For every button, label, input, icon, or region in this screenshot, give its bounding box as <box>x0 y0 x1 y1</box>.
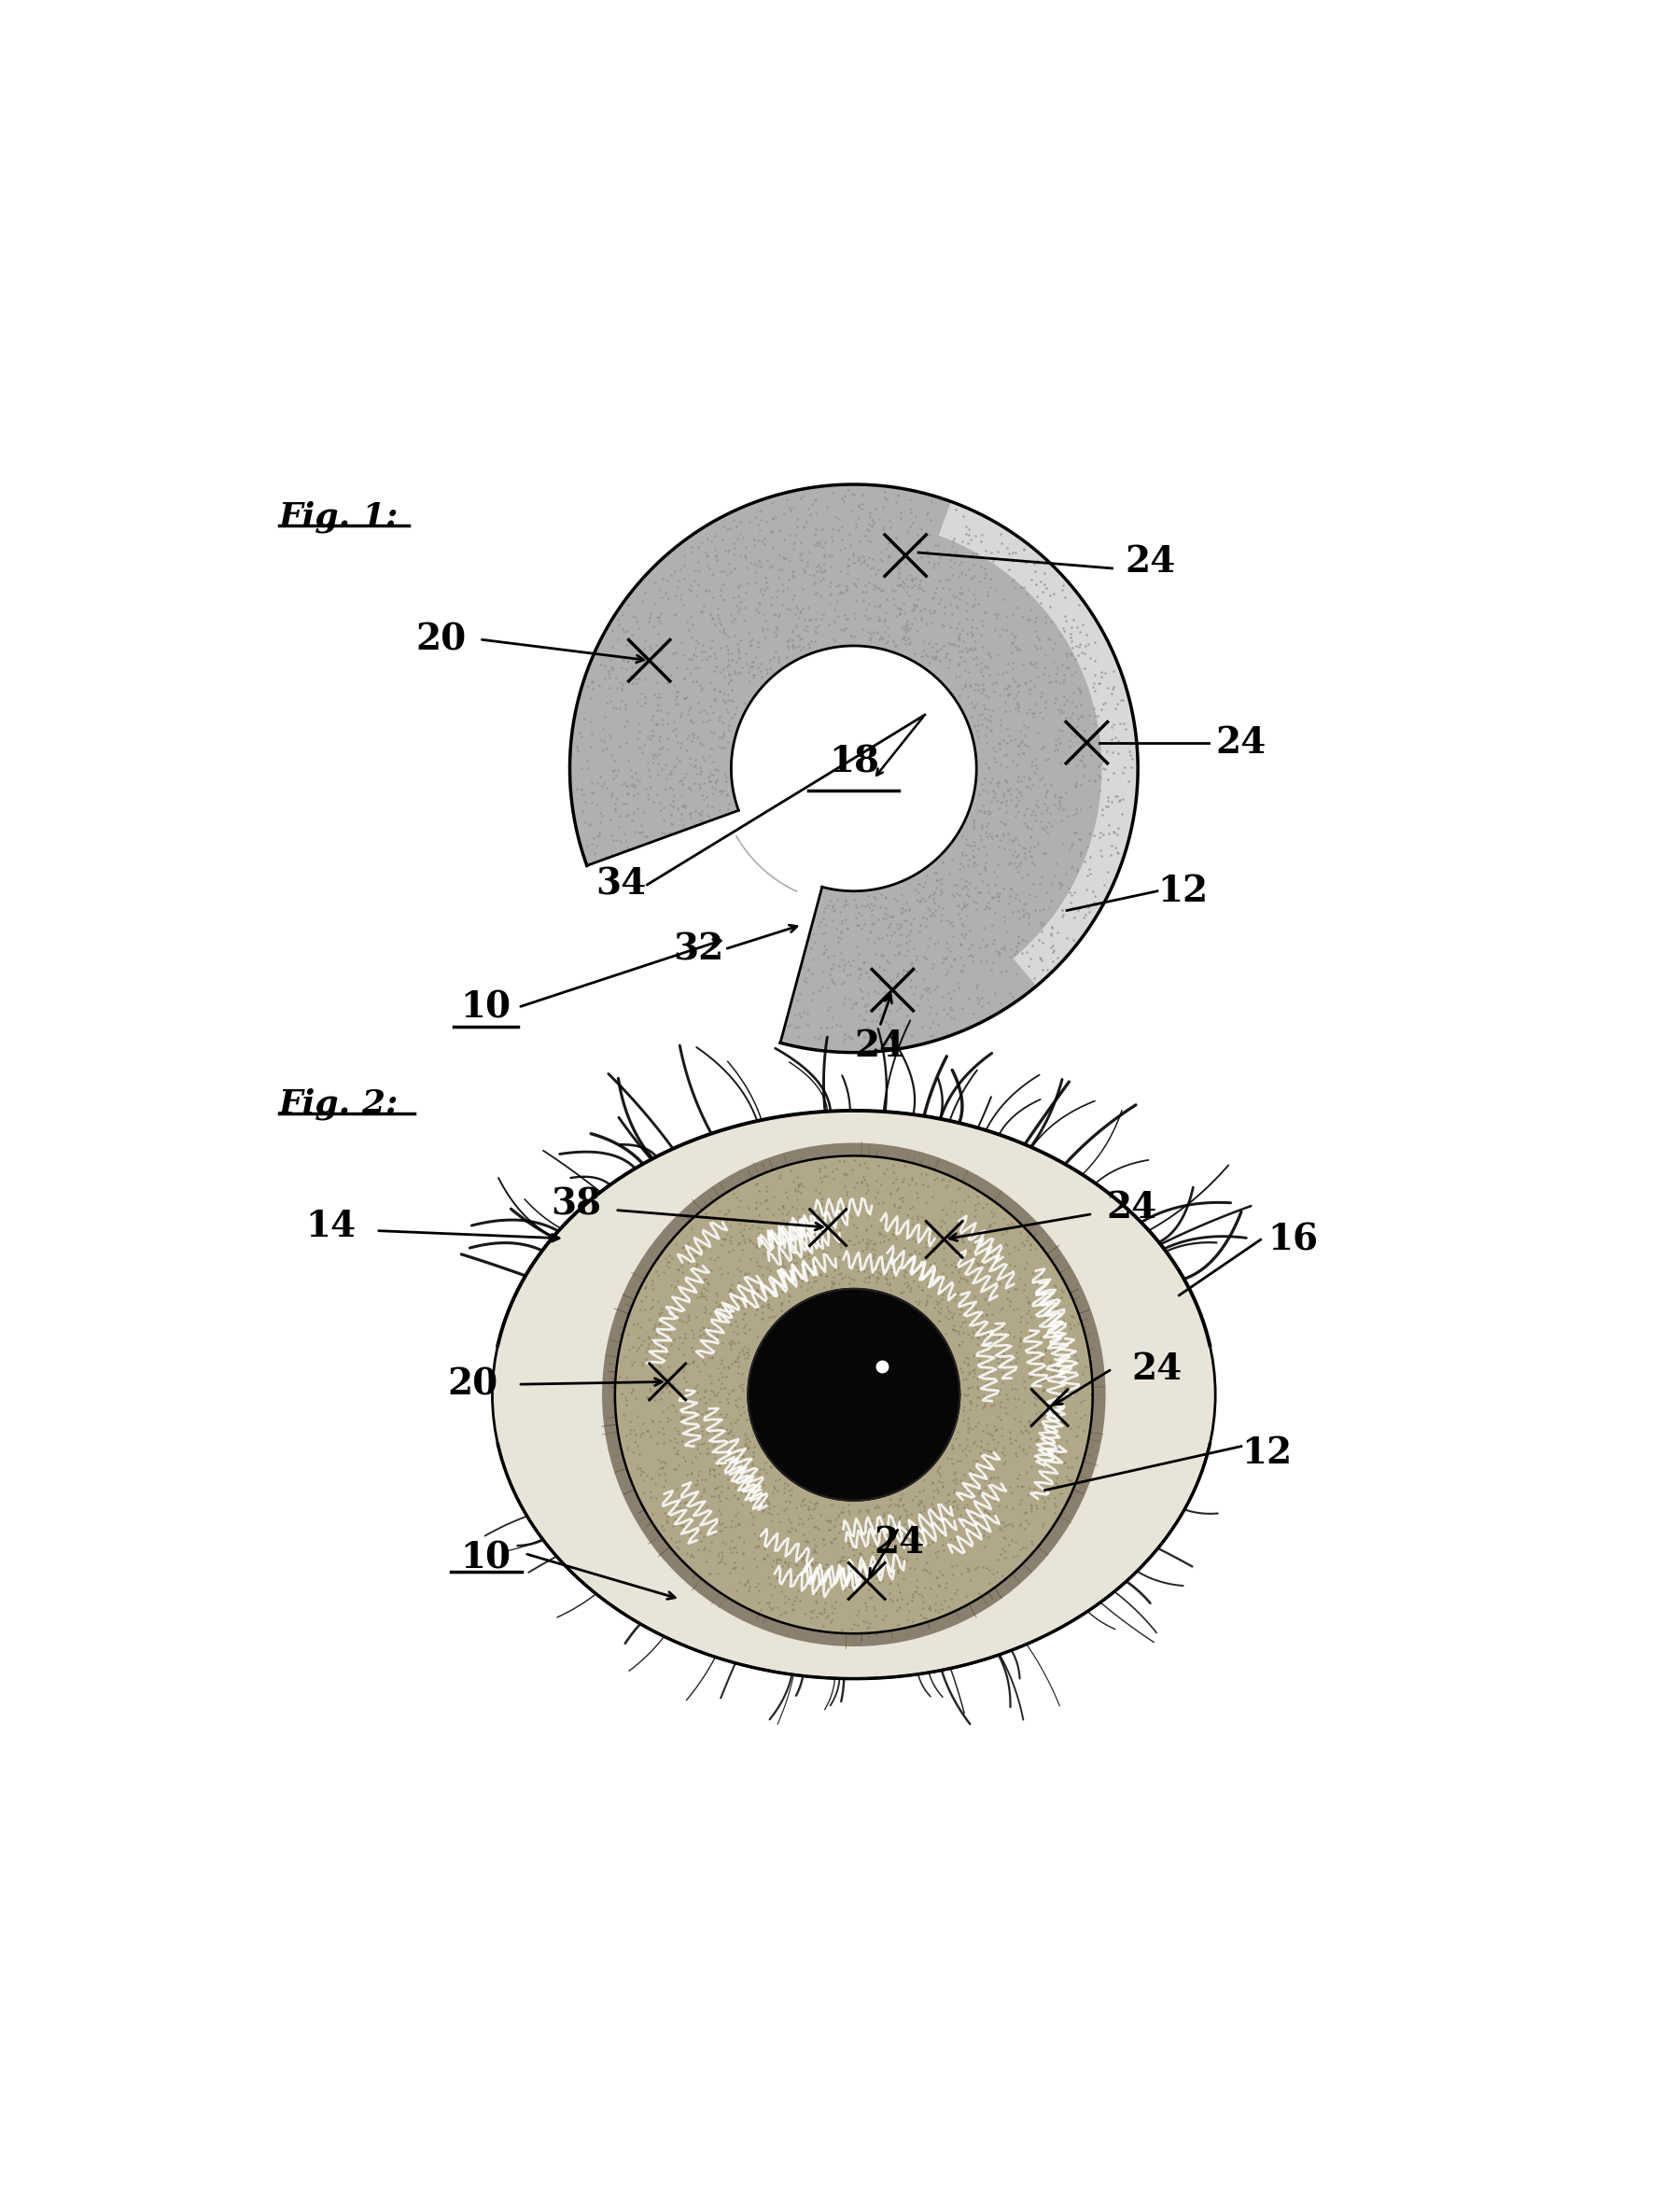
Text: 24: 24 <box>1126 544 1176 580</box>
Text: 12: 12 <box>1241 1436 1293 1471</box>
Text: 38: 38 <box>551 1188 601 1223</box>
Text: 24: 24 <box>1106 1190 1156 1225</box>
Ellipse shape <box>493 1110 1216 1679</box>
Text: 32: 32 <box>673 931 725 967</box>
Text: 10: 10 <box>460 1542 511 1577</box>
Circle shape <box>731 646 976 891</box>
Text: 34: 34 <box>596 867 646 902</box>
Text: 12: 12 <box>1158 874 1208 909</box>
Polygon shape <box>938 502 1138 987</box>
Circle shape <box>601 1144 1106 1646</box>
Circle shape <box>748 1290 960 1500</box>
Text: 10: 10 <box>460 989 511 1024</box>
Text: 24: 24 <box>855 1029 905 1064</box>
Polygon shape <box>615 1157 1093 1632</box>
Polygon shape <box>570 484 1138 1053</box>
Polygon shape <box>581 807 823 1048</box>
Text: 16: 16 <box>1268 1221 1318 1256</box>
Text: 18: 18 <box>828 743 880 779</box>
Text: 24: 24 <box>873 1526 925 1562</box>
Text: 14: 14 <box>305 1210 357 1245</box>
Text: 24: 24 <box>1131 1352 1183 1387</box>
Text: Fig. 2:: Fig. 2: <box>280 1088 400 1119</box>
Text: 20: 20 <box>448 1367 498 1402</box>
Text: 20: 20 <box>415 622 466 657</box>
Text: 24: 24 <box>1216 726 1266 761</box>
Text: Fig. 1:: Fig. 1: <box>280 500 400 533</box>
